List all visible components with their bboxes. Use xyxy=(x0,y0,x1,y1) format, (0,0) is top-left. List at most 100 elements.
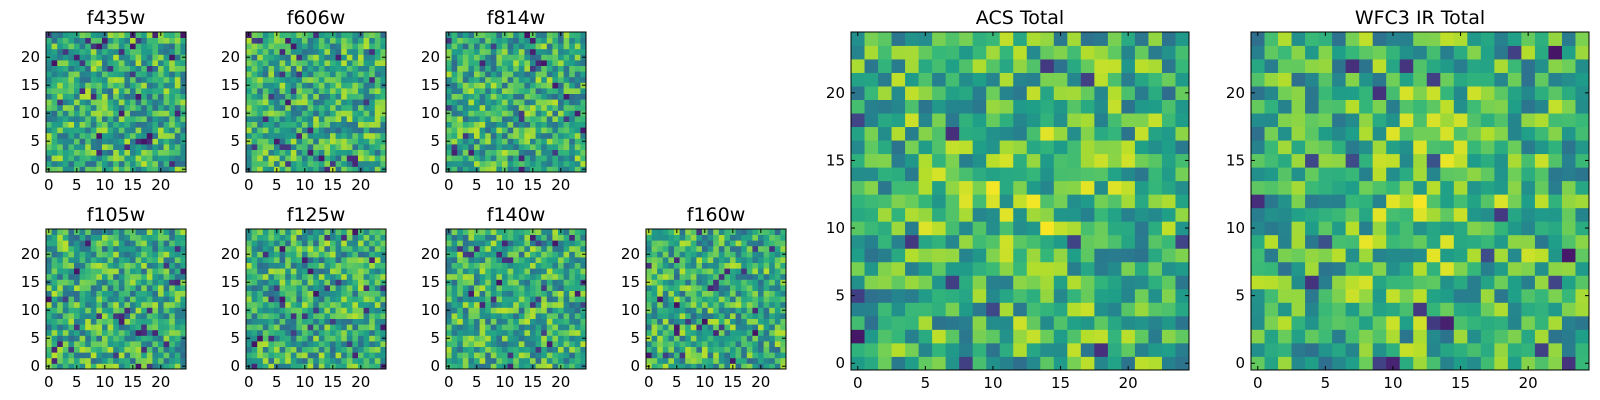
heatmap-cell xyxy=(51,54,58,61)
heatmap-cell xyxy=(180,301,187,308)
heatmap-cell xyxy=(569,229,576,235)
heatmap-cell xyxy=(57,324,64,331)
heatmap-cell xyxy=(724,341,731,347)
heatmap-cell xyxy=(518,155,525,162)
heatmap-cell xyxy=(290,229,297,235)
heatmap-cell xyxy=(346,318,353,325)
heatmap-cell xyxy=(152,138,159,145)
heatmap-cell xyxy=(474,357,480,364)
heatmap-cell xyxy=(1134,329,1149,344)
heatmap-cell xyxy=(741,352,748,359)
heatmap-cell xyxy=(451,262,458,269)
heatmap-cell xyxy=(318,313,325,319)
heatmap-cell xyxy=(563,268,570,275)
heatmap-cell xyxy=(563,234,570,241)
heatmap-cell xyxy=(972,194,987,209)
heatmap-cell xyxy=(107,324,114,331)
heatmap-cell xyxy=(685,318,692,325)
heatmap-cell xyxy=(674,296,680,303)
heatmap-cell xyxy=(346,132,353,139)
heatmap-cell xyxy=(496,341,503,347)
heatmap-cell xyxy=(307,149,314,156)
heatmap-cell xyxy=(651,245,658,252)
heatmap-cell xyxy=(730,234,736,241)
heatmap-cell xyxy=(674,329,680,336)
heatmap-cell xyxy=(690,352,697,359)
heatmap-cell xyxy=(986,302,1001,317)
heatmap-cell xyxy=(174,110,181,117)
heatmap-cell xyxy=(513,296,520,303)
heatmap-cell xyxy=(262,307,269,314)
heatmap-cell xyxy=(90,240,97,247)
heatmap-cell xyxy=(474,251,480,258)
heatmap-cell xyxy=(279,132,286,139)
heatmap-cell xyxy=(474,262,480,269)
heatmap-cell xyxy=(530,357,536,364)
heatmap-cell xyxy=(864,302,879,317)
heatmap-cell xyxy=(268,132,275,139)
heatmap-cell xyxy=(51,104,58,111)
heatmap-cell xyxy=(152,273,159,280)
heatmap-cell xyxy=(158,341,164,347)
heatmap-cell xyxy=(741,296,748,303)
heatmap-cell xyxy=(257,104,264,111)
heatmap-cell xyxy=(296,285,303,291)
heatmap-cell xyxy=(1053,167,1068,182)
heatmap-cell xyxy=(352,82,359,89)
heatmap-cell xyxy=(330,82,336,89)
heatmap-cell xyxy=(541,121,548,128)
heatmap-cell xyxy=(763,279,770,286)
heatmap-cell xyxy=(285,88,292,94)
heatmap-cell xyxy=(518,43,525,50)
heatmap-cell xyxy=(468,268,475,275)
heatmap-cell xyxy=(46,290,52,297)
heatmap-cell xyxy=(324,155,331,162)
plot-frame xyxy=(445,31,587,173)
heatmap-cell xyxy=(730,279,736,286)
heatmap-cell xyxy=(446,93,452,100)
heatmap-cell xyxy=(318,116,325,122)
heatmap-cell xyxy=(496,251,503,258)
heatmap-cell xyxy=(118,313,125,319)
heatmap-cell xyxy=(318,132,325,139)
heatmap-cell xyxy=(457,268,464,275)
heatmap-cell xyxy=(152,65,159,72)
x-tick-label: 20 xyxy=(551,373,570,391)
heatmap-cell xyxy=(563,318,570,325)
heatmap-cell xyxy=(135,166,142,173)
heatmap-cell xyxy=(363,93,370,100)
heatmap-cell xyxy=(891,315,906,330)
heatmap-cell xyxy=(535,352,542,359)
heatmap-cell xyxy=(1067,356,1082,371)
heatmap-cell xyxy=(141,32,148,38)
heatmap-cell xyxy=(341,121,348,128)
heatmap-cell xyxy=(330,132,336,139)
heatmap-cell xyxy=(707,245,714,252)
heatmap-cell xyxy=(490,48,497,55)
heatmap-cell xyxy=(513,251,520,258)
heatmap-cell xyxy=(485,290,492,297)
heatmap-cell xyxy=(1067,275,1082,290)
heatmap-cell xyxy=(46,273,52,280)
heatmap-cell xyxy=(374,346,381,353)
heatmap-cell xyxy=(102,234,108,241)
heatmap-cell xyxy=(674,318,680,325)
heatmap-cell xyxy=(563,110,570,117)
heatmap-cell xyxy=(124,307,131,314)
heatmap-cell xyxy=(74,138,80,145)
heatmap-cell xyxy=(1013,248,1028,263)
heatmap-cell xyxy=(502,279,508,286)
heatmap-cell xyxy=(513,268,520,275)
heatmap-cell xyxy=(546,346,553,353)
heatmap-cell xyxy=(741,335,748,342)
heatmap-cell xyxy=(62,138,69,145)
heatmap-cell xyxy=(502,307,508,314)
heatmap-cell xyxy=(490,318,497,325)
heatmap-cell xyxy=(279,144,286,150)
heatmap-cell xyxy=(330,251,336,258)
heatmap-cell xyxy=(330,279,336,286)
heatmap-cell xyxy=(580,32,587,38)
heatmap-cell xyxy=(474,335,480,342)
heatmap-cell xyxy=(307,48,314,55)
heatmap-cell xyxy=(341,82,348,89)
